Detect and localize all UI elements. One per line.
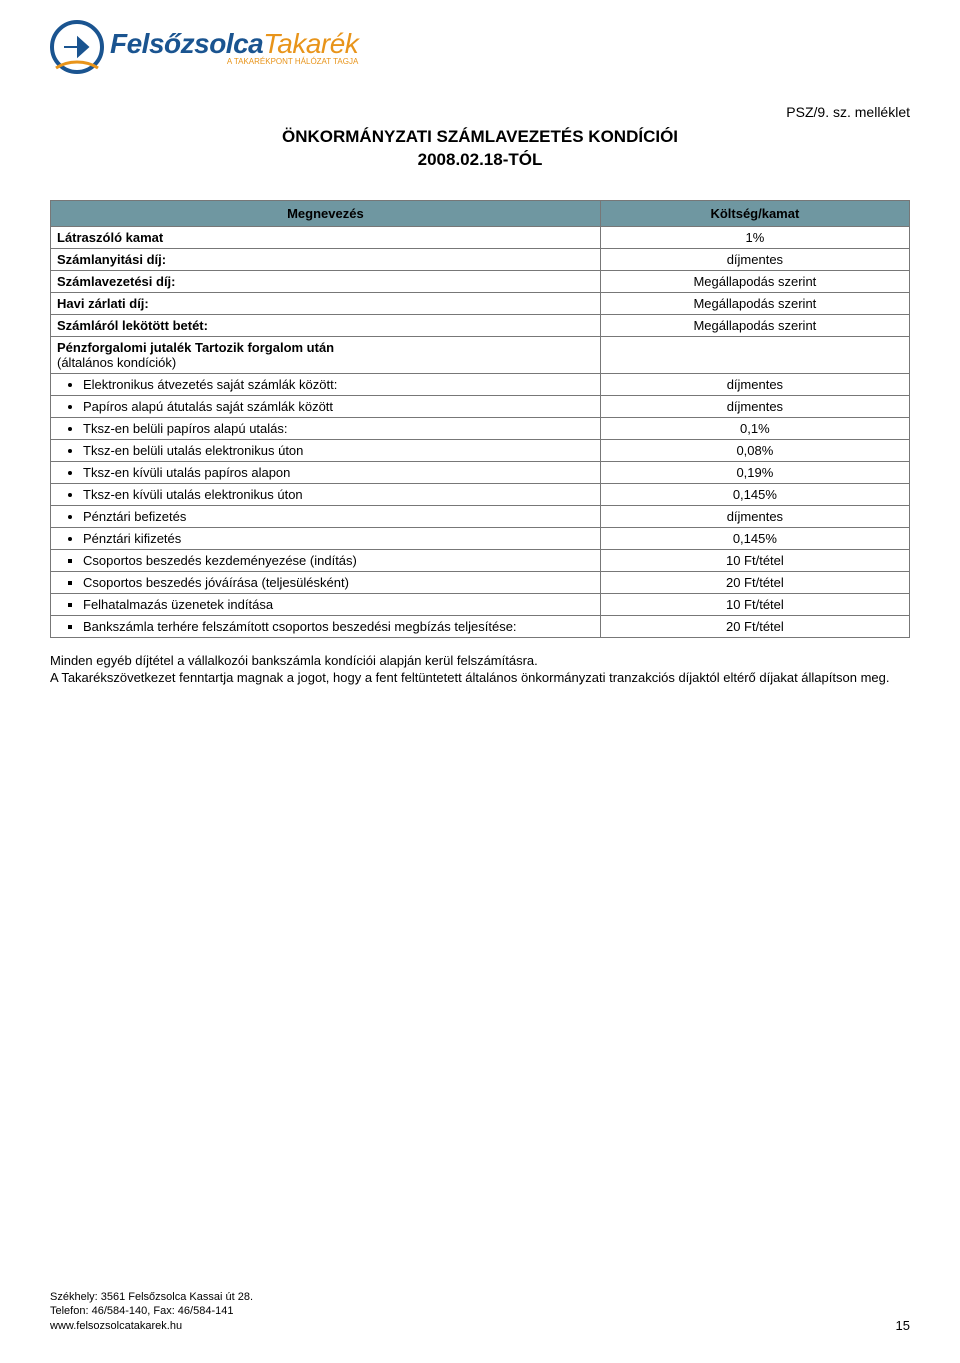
table-row: Felhatalmazás üzenetek indítása10 Ft/tét… — [51, 593, 910, 615]
table-row: Pénztári befizetésdíjmentes — [51, 505, 910, 527]
table-cell-label: Számláról lekötött betét: — [51, 314, 601, 336]
table-row: Csoportos beszedés jóváírása (teljesülés… — [51, 571, 910, 593]
table-cell-label: Számlavezetési díj: — [51, 270, 601, 292]
table-row: Pénzforgalomi jutalék Tartozik forgalom … — [51, 336, 910, 373]
table-cell-value: 0,19% — [600, 461, 909, 483]
table-cell-value: 10 Ft/tétel — [600, 549, 909, 571]
table-cell-value: díjmentes — [600, 373, 909, 395]
table-row: Pénztári kifizetés0,145% — [51, 527, 910, 549]
table-row: Bankszámla terhére felszámított csoporto… — [51, 615, 910, 637]
table-cell-value: 20 Ft/tétel — [600, 615, 909, 637]
table-row: Számlanyitási díj:díjmentes — [51, 248, 910, 270]
table-cell-value: Megállapodás szerint — [600, 270, 909, 292]
table-body: Látraszóló kamat1%Számlanyitási díj:díjm… — [51, 226, 910, 637]
conditions-table: Megnevezés Költség/kamat Látraszóló kama… — [50, 200, 910, 638]
table-row: Csoportos beszedés kezdeményezése (indít… — [51, 549, 910, 571]
logo-icon — [50, 20, 104, 74]
document-page: FelsőzsolcaTakarék A TAKARÉKPONT HÁLÓZAT… — [0, 0, 960, 1363]
table-cell-label: Tksz-en kívüli utalás elektronikus úton — [51, 483, 601, 505]
table-cell-label: Tksz-en kívüli utalás papíros alapon — [51, 461, 601, 483]
table-cell-label: Felhatalmazás üzenetek indítása — [51, 593, 601, 615]
table-cell-label: Pénzforgalomi jutalék Tartozik forgalom … — [51, 336, 601, 373]
table-cell-value: díjmentes — [600, 505, 909, 527]
table-cell-label: Pénztári kifizetés — [51, 527, 601, 549]
table-cell-value: Megállapodás szerint — [600, 314, 909, 336]
table-cell-label: Pénztári befizetés — [51, 505, 601, 527]
table-row: Látraszóló kamat1% — [51, 226, 910, 248]
col-header-cost: Költség/kamat — [600, 200, 909, 226]
footer-left: Székhely: 3561 Felsőzsolca Kassai út 28.… — [50, 1290, 253, 1333]
table-row: Számlavezetési díj:Megállapodás szerint — [51, 270, 910, 292]
table-cell-value — [600, 336, 909, 373]
attachment-label: PSZ/9. sz. melléklet — [50, 104, 910, 120]
notes-line-2: A Takarékszövetkezet fenntartja magnak a… — [50, 670, 889, 685]
logo-primary-word: Felsőzsolca — [110, 28, 263, 59]
logo-subtitle: A TAKARÉKPONT HÁLÓZAT TAGJA — [110, 57, 358, 66]
table-cell-value: 1% — [600, 226, 909, 248]
title-line-2: 2008.02.18-TÓL — [418, 150, 543, 169]
notes: Minden egyéb díjtétel a vállalkozói bank… — [50, 652, 910, 687]
notes-line-1: Minden egyéb díjtétel a vállalkozói bank… — [50, 653, 538, 668]
table-cell-label: Papíros alapú átutalás saját számlák köz… — [51, 395, 601, 417]
logo: FelsőzsolcaTakarék A TAKARÉKPONT HÁLÓZAT… — [50, 20, 910, 74]
footer-phone: Telefon: 46/584-140, Fax: 46/584-141 — [50, 1304, 253, 1318]
table-cell-label: Bankszámla terhére felszámított csoporto… — [51, 615, 601, 637]
footer-page-number: 15 — [896, 1318, 910, 1333]
table-row: Papíros alapú átutalás saját számlák köz… — [51, 395, 910, 417]
logo-text: FelsőzsolcaTakarék A TAKARÉKPONT HÁLÓZAT… — [110, 28, 358, 66]
table-cell-label: Havi zárlati díj: — [51, 292, 601, 314]
table-row: Havi zárlati díj:Megállapodás szerint — [51, 292, 910, 314]
table-cell-label: Tksz-en belüli papíros alapú utalás: — [51, 417, 601, 439]
table-row: Tksz-en kívüli utalás papíros alapon0,19… — [51, 461, 910, 483]
table-cell-value: díjmentes — [600, 248, 909, 270]
document-title: ÖNKORMÁNYZATI SZÁMLAVEZETÉS KONDÍCIÓI 20… — [50, 126, 910, 172]
footer: Székhely: 3561 Felsőzsolca Kassai út 28.… — [50, 1290, 910, 1333]
table-header-row: Megnevezés Költség/kamat — [51, 200, 910, 226]
footer-url: www.felsozsolcatakarek.hu — [50, 1319, 253, 1333]
table-cell-value: Megállapodás szerint — [600, 292, 909, 314]
table-cell-label: Tksz-en belüli utalás elektronikus úton — [51, 439, 601, 461]
table-cell-label: Elektronikus átvezetés saját számlák köz… — [51, 373, 601, 395]
table-cell-value: díjmentes — [600, 395, 909, 417]
table-row: Számláról lekötött betét:Megállapodás sz… — [51, 314, 910, 336]
footer-address: Székhely: 3561 Felsőzsolca Kassai út 28. — [50, 1290, 253, 1304]
table-cell-label: Csoportos beszedés kezdeményezése (indít… — [51, 549, 601, 571]
table-row: Tksz-en kívüli utalás elektronikus úton0… — [51, 483, 910, 505]
table-row: Tksz-en belüli papíros alapú utalás:0,1% — [51, 417, 910, 439]
table-cell-value: 0,1% — [600, 417, 909, 439]
table-row: Tksz-en belüli utalás elektronikus úton0… — [51, 439, 910, 461]
title-line-1: ÖNKORMÁNYZATI SZÁMLAVEZETÉS KONDÍCIÓI — [282, 127, 678, 146]
table-cell-value: 10 Ft/tétel — [600, 593, 909, 615]
col-header-name: Megnevezés — [51, 200, 601, 226]
table-cell-label: Csoportos beszedés jóváírása (teljesülés… — [51, 571, 601, 593]
logo-secondary-word: Takarék — [263, 28, 358, 59]
table-cell-value: 0,08% — [600, 439, 909, 461]
table-cell-label: Látraszóló kamat — [51, 226, 601, 248]
table-cell-value: 0,145% — [600, 527, 909, 549]
table-cell-label: Számlanyitási díj: — [51, 248, 601, 270]
table-row: Elektronikus átvezetés saját számlák köz… — [51, 373, 910, 395]
table-cell-value: 0,145% — [600, 483, 909, 505]
logo-main-text: FelsőzsolcaTakarék — [110, 28, 358, 60]
table-cell-value: 20 Ft/tétel — [600, 571, 909, 593]
